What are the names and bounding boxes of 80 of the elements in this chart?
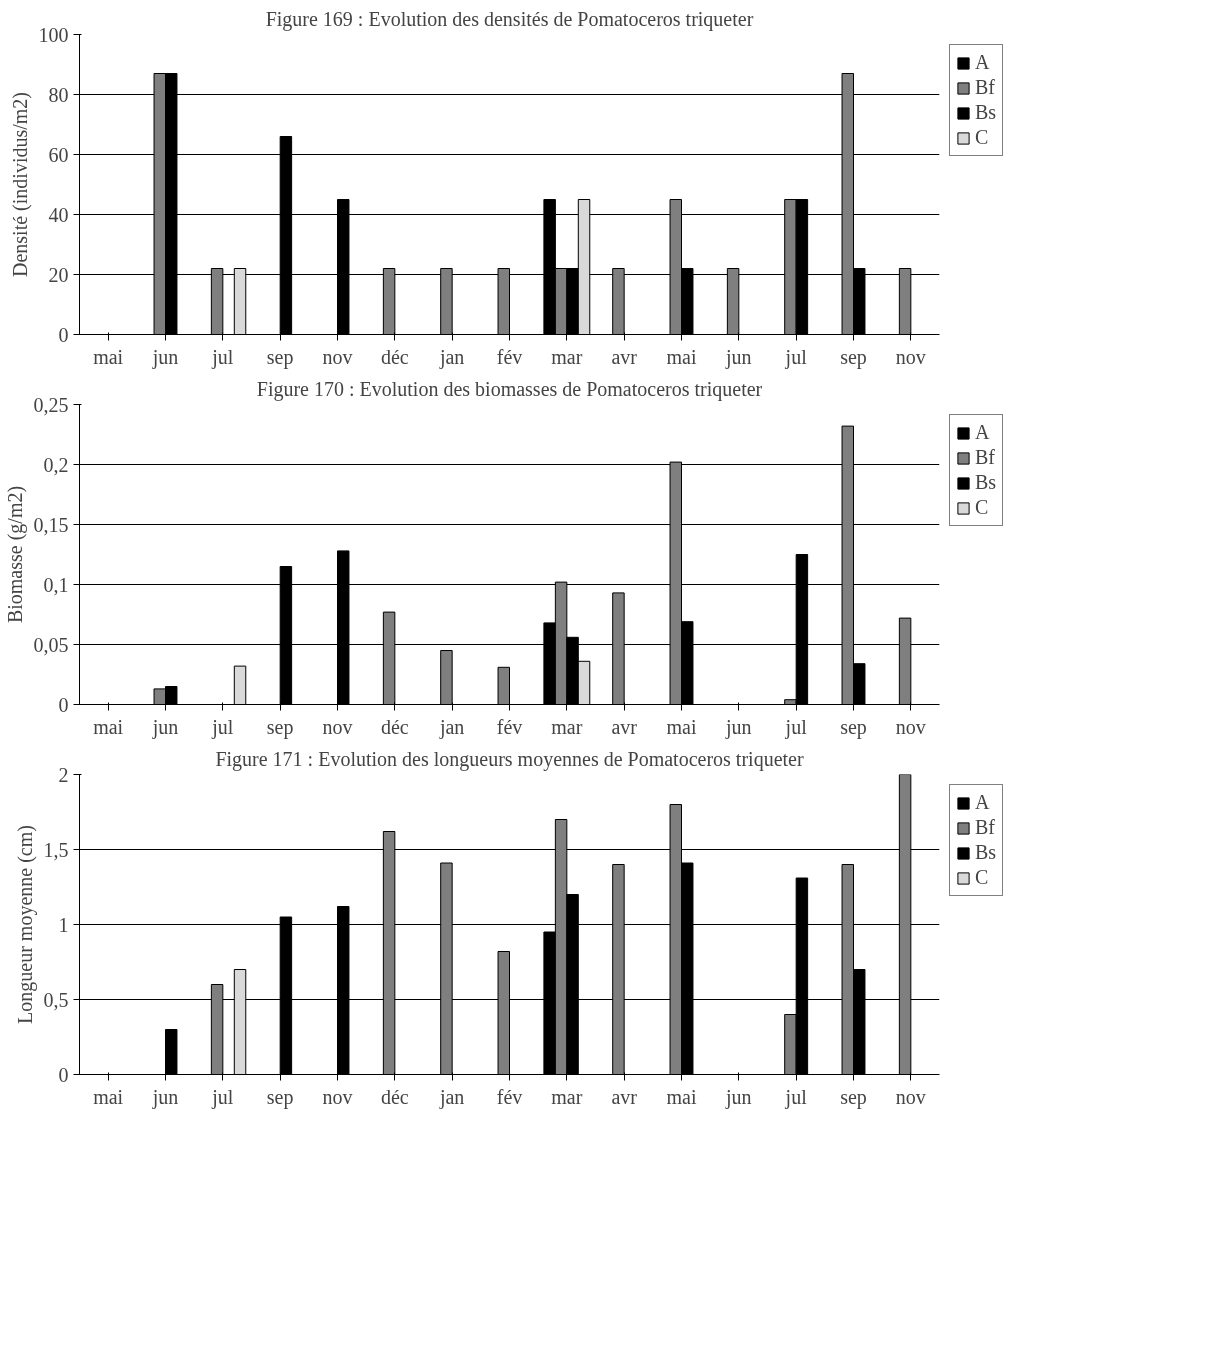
- x-tick-label: jan: [438, 715, 465, 739]
- x-tick-label: mar: [551, 345, 583, 368]
- y-tick-label: 0,05: [33, 633, 69, 656]
- y-tick-label: 0: [58, 1063, 69, 1086]
- y-axis-title: Biomasse (g/m2): [3, 485, 27, 624]
- chart-title: Figure 171 : Evolution des longueurs moyennes de Pomatoceros triqueter: [215, 747, 804, 771]
- x-tick-label: jan: [438, 1085, 465, 1109]
- y-tick-label: 0,5: [43, 988, 69, 1011]
- legend-label: Bf: [975, 816, 995, 839]
- x-tick-label: jun: [725, 1085, 752, 1109]
- legend-label: C: [975, 496, 990, 519]
- y-tick-label: 1,5: [43, 838, 69, 861]
- legend-label: C: [975, 866, 990, 889]
- chart-title: Figure 169 : Evolution des densités de Pomatoceros triqueter: [265, 7, 754, 31]
- x-tick-label: déc: [380, 1085, 409, 1108]
- x-tick-label: mar: [551, 1085, 583, 1108]
- y-tick-label: 1: [58, 913, 69, 936]
- y-tick-label: 0,1: [43, 573, 69, 596]
- x-tick-label: avr: [611, 1085, 638, 1108]
- x-tick-label: mai: [666, 1085, 697, 1108]
- y-tick-label: 0: [58, 693, 69, 716]
- y-tick-label: 2: [58, 763, 69, 786]
- x-tick-label: fév: [496, 715, 523, 738]
- x-tick-label: jun: [151, 1085, 179, 1109]
- x-tick-label: déc: [380, 715, 409, 738]
- y-axis-title: Longueur moyenne (cm): [13, 825, 37, 1024]
- y-tick-label: 100: [38, 23, 69, 46]
- legend-label: Bs: [975, 841, 997, 864]
- x-tick-label: nov: [895, 345, 926, 368]
- x-tick-label: sep: [840, 715, 867, 739]
- x-tick-label: nov: [322, 345, 353, 368]
- x-tick-label: jul: [784, 715, 808, 739]
- x-tick-label: mai: [93, 1085, 124, 1108]
- x-tick-label: sep: [266, 345, 294, 369]
- y-tick-label: 0,25: [33, 393, 69, 416]
- x-tick-label: jun: [151, 345, 179, 369]
- y-tick-label: 20: [48, 263, 69, 286]
- x-tick-label: fév: [496, 345, 523, 368]
- y-tick-label: 60: [48, 143, 69, 166]
- x-tick-label: sep: [840, 1085, 867, 1109]
- x-tick-label: mai: [93, 715, 124, 738]
- x-tick-label: nov: [322, 715, 353, 738]
- x-tick-label: jul: [784, 345, 808, 369]
- x-tick-label: sep: [266, 715, 294, 739]
- legend-label: A: [975, 791, 991, 814]
- y-axis-title: Densité (individus/m2): [8, 92, 32, 277]
- x-tick-label: jul: [784, 1085, 808, 1109]
- x-tick-label: avr: [611, 715, 638, 738]
- y-tick-label: 0: [58, 323, 69, 346]
- legend-label: A: [975, 421, 991, 444]
- x-tick-label: mai: [93, 345, 124, 368]
- chart-title: Figure 170 : Evolution des biomasses de Pomatoceros triqueter: [256, 377, 763, 401]
- legend-label: Bs: [975, 101, 997, 124]
- legend-label: A: [975, 51, 991, 74]
- y-tick-label: 0,2: [43, 453, 69, 476]
- x-tick-label: jul: [211, 715, 234, 739]
- y-tick-label: 80: [48, 83, 69, 106]
- x-tick-label: jul: [211, 345, 234, 369]
- x-tick-label: nov: [895, 1085, 926, 1108]
- legend-label: Bs: [975, 471, 997, 494]
- legend-label: Bf: [975, 446, 995, 469]
- x-tick-label: déc: [380, 345, 409, 368]
- x-tick-label: jul: [211, 1085, 234, 1109]
- x-tick-label: avr: [611, 345, 638, 368]
- x-tick-label: jun: [725, 345, 752, 369]
- x-tick-label: mai: [666, 715, 697, 738]
- x-tick-label: jun: [151, 715, 179, 739]
- legend-label: Bf: [975, 76, 995, 99]
- legend-label: C: [975, 126, 990, 149]
- x-tick-label: fév: [496, 1085, 523, 1108]
- x-tick-label: nov: [322, 1085, 353, 1108]
- x-tick-label: jun: [725, 715, 752, 739]
- x-tick-label: nov: [895, 715, 926, 738]
- x-tick-label: sep: [266, 1085, 294, 1109]
- x-tick-label: sep: [840, 345, 867, 369]
- y-tick-label: 0,15: [33, 513, 69, 536]
- x-tick-label: jan: [438, 345, 465, 369]
- x-tick-label: mai: [666, 345, 697, 368]
- x-tick-label: mar: [551, 715, 583, 738]
- y-tick-label: 40: [48, 203, 69, 226]
